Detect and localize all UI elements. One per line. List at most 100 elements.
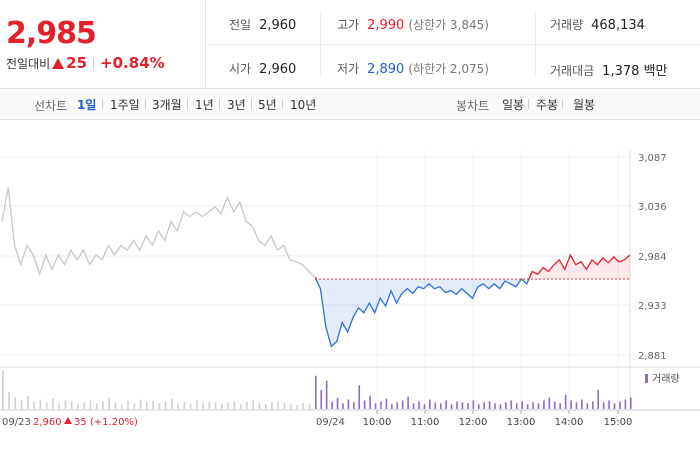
volume-bar-today [532, 402, 534, 409]
stat-volume: 거래량 468,134 [550, 18, 645, 33]
volume-bar-today [353, 402, 355, 409]
volume-bar-today [559, 403, 561, 409]
volume-bar-prev [127, 401, 129, 409]
volume-bar-prev [33, 401, 35, 409]
volume-bar-prev [152, 400, 154, 409]
x-tick-label: 15:00 [604, 417, 633, 428]
volume-bar-prev [133, 403, 136, 409]
volume-bar-prev [145, 402, 148, 409]
volume-bar-prev [202, 403, 204, 409]
volume-bar-today [369, 395, 371, 409]
tab-1y[interactable]: 1년 [195, 98, 214, 112]
today-series-up [315, 253, 630, 280]
chart-period-tabs: 선차트 1일 1주일 3개월 1년 3년 5년 10년 봉차트 일봉 주봉 월봉 [0, 89, 700, 120]
tab-10y[interactable]: 10년 [290, 98, 317, 112]
volume-bar-prev [233, 401, 236, 409]
y-axis: 3,087 3,036 2,984 2,933 2,881 [638, 153, 667, 362]
x-tick-label: 11:00 [411, 417, 440, 428]
volume-bar-today [450, 404, 453, 409]
tab-5y[interactable]: 5년 [258, 98, 277, 112]
volume-bar-prev [45, 402, 48, 409]
volume-bar-today [630, 397, 632, 409]
prev-date-label: 09/23 [2, 417, 31, 428]
y-tick-label: 2,984 [638, 252, 667, 263]
volume-bar-prev [164, 401, 167, 409]
stat-high: 고가 2,990 (상한가 3,845) [337, 18, 489, 33]
quote-header: 2,985 전일대비 25 +0.84% 전일 2,960 시가 2,960 고가 2,9… [0, 0, 700, 89]
volume-bar-today [488, 401, 491, 409]
volume-bar-prev [108, 397, 111, 409]
prev-day-line [1, 187, 316, 278]
x-tick-label: 10:00 [363, 417, 392, 428]
volume-bar-prev [14, 397, 17, 409]
volume-bar-prev [64, 400, 67, 409]
volume-bar-today [418, 401, 420, 409]
volume-bar-prev [171, 398, 173, 409]
volume-bar-today [597, 390, 600, 409]
volume-bar-prev [177, 403, 179, 409]
volume-bar-today [467, 403, 469, 409]
change-label: 전일대비 [6, 57, 51, 71]
volume-bar-prev [89, 400, 92, 409]
volume-bar-today [521, 401, 523, 409]
volume-bar-today [619, 401, 621, 409]
today-series-down [315, 279, 530, 348]
current-price-box: 2,985 전일대비 25 +0.84% [0, 0, 206, 88]
prev-close-info: 2,960 [33, 417, 62, 428]
volume-bar-prev [20, 400, 23, 409]
volume-bar-prev [239, 404, 242, 409]
tab-3m[interactable]: 3개월 [152, 98, 182, 112]
volume-bar-prev [252, 400, 254, 409]
volume-bar-today [586, 403, 589, 409]
volume-bar-today [543, 400, 545, 409]
volume-bar-prev [208, 401, 211, 409]
volume-bar-today [396, 402, 399, 409]
volume-bar-prev [289, 404, 292, 409]
y-tick-label: 3,087 [638, 153, 667, 164]
volume-bar-today [401, 400, 404, 409]
tab-monthly[interactable]: 월봉 [573, 98, 596, 112]
volume-bar-today [347, 399, 350, 409]
change-percent: +0.84% [100, 54, 165, 72]
tab-1w[interactable]: 1주일 [110, 98, 140, 112]
volume-bar-prev [296, 405, 298, 409]
x-axis: 10:00 11:00 12:00 13:00 14:00 15:00 [363, 410, 633, 428]
tab-weekly[interactable]: 주봉 [536, 98, 559, 112]
tab-1d[interactable]: 1일 [77, 98, 97, 112]
volume-bar-prev [83, 402, 85, 409]
tab-3y[interactable]: 3년 [227, 98, 246, 112]
up-triangle-icon [52, 58, 65, 69]
y-tick-label: 3,036 [638, 202, 667, 213]
prev-up-triangle-icon [64, 417, 72, 424]
volume-bar-today [331, 401, 333, 409]
volume-bar-prev [283, 403, 286, 409]
volume-bar-prev [271, 402, 273, 409]
x-tick-label: 13:00 [507, 417, 536, 428]
y-tick-label: 2,933 [638, 301, 667, 312]
volume-bar-prev [95, 403, 98, 409]
y-tick-label: 2,881 [638, 351, 667, 362]
volume-bar-prev [277, 401, 280, 409]
volume-bar-today [602, 402, 605, 409]
volume-bar-today [515, 403, 518, 409]
tab-daily[interactable]: 일봉 [502, 98, 525, 112]
volume-bar-today [553, 401, 556, 409]
chart-grid [0, 150, 700, 411]
volume-bar-prev [102, 401, 104, 409]
volume-bar-today [423, 404, 426, 409]
volume-bar-today [564, 394, 567, 409]
volume-bar-today [407, 396, 409, 409]
change-amount: 25 [66, 54, 88, 72]
today-date-label: 09/24 [316, 417, 345, 428]
volume-bar-prev [39, 399, 42, 409]
stat-prev-close: 전일 2,960 [229, 18, 297, 33]
prev-day-series [1, 187, 316, 278]
volume-bar-prev [77, 404, 79, 409]
volume-bar-today [510, 400, 513, 409]
volume-bar-prev [2, 371, 4, 409]
x-tick-label: 12:00 [459, 417, 488, 428]
volume-bar-prev [183, 402, 186, 409]
volume-bar-today [575, 402, 578, 409]
volume-bar-today [608, 400, 610, 409]
